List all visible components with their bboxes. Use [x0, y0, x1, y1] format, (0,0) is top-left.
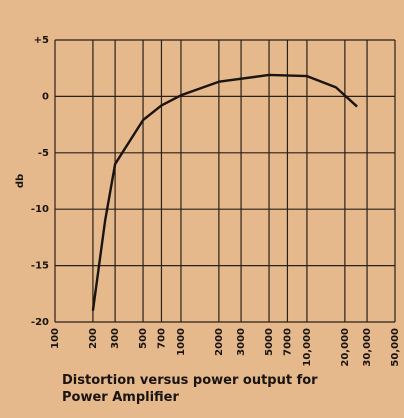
x-tick-label: 7000: [282, 328, 293, 356]
x-tick-label: 100: [50, 328, 61, 349]
x-tick-label: 200: [88, 328, 99, 349]
x-tick-label: 1000: [176, 328, 187, 356]
x-tick-label: 700: [156, 328, 167, 349]
x-tick-label: 20,000: [340, 328, 351, 367]
x-tick-label: 500: [138, 328, 149, 349]
x-tick-label: 5000: [264, 328, 275, 356]
x-tick-label: 30,000: [362, 328, 373, 367]
x-tick-label: 3000: [236, 328, 247, 356]
x-tick-label: 10,000: [302, 328, 313, 367]
x-tick-label: 50,000: [390, 328, 401, 367]
chart-title: Distortion versus power output for Power…: [62, 373, 318, 405]
line: [91, 73, 358, 311]
x-tick-label: 2000: [214, 328, 225, 356]
y-tick-label: -20: [31, 317, 49, 328]
y-tick-label: -5: [38, 148, 49, 159]
y-tick-label: 0: [42, 91, 49, 102]
y-tick-label: +5: [34, 35, 49, 46]
y-tick-label: -15: [31, 261, 49, 272]
y-tick-label: -10: [31, 204, 49, 215]
x-tick-label: 300: [110, 328, 121, 349]
y-axis-label: db: [15, 174, 26, 188]
